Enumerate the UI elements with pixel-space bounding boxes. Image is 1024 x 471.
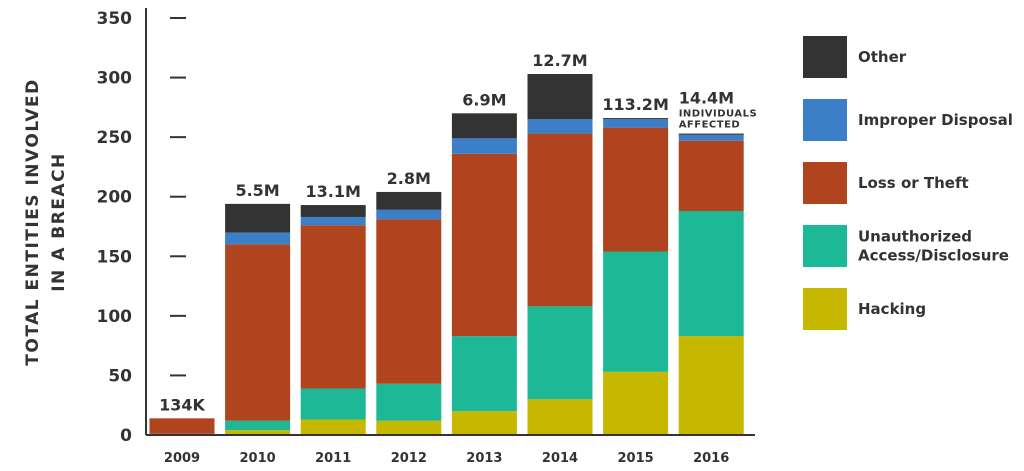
bar-segment-hacking [527,399,593,435]
bar-segment-unauthorized-access-disclosure [451,336,517,412]
x-tick-label: 2009 [164,451,200,466]
y-tick-label: 250 [97,128,133,148]
x-tick-label: 2010 [240,451,276,466]
bar-note-line: AFFECTED [679,120,741,131]
bar-total-label: 113.2M [602,95,669,114]
y-axis-ticks: 0 50 100 150 200 250 300 350 [97,9,186,446]
bar-segment-loss-or-theft [376,219,442,384]
bar-segment-loss-or-theft [225,244,291,421]
bar-segment-hacking [376,420,442,435]
legend-label-hacking: Hacking [858,300,926,318]
bar-segment-improper-disposal [225,232,291,245]
x-tick-label: 2012 [391,451,427,466]
bar-segment-loss-or-theft [300,225,366,389]
legend-swatch-loss-or-theft [803,162,847,204]
y-tick-label: 350 [97,9,133,29]
bar-segment-unauthorized-access-disclosure [527,306,593,400]
bar-segment-other [603,118,669,120]
x-tick-label: 2015 [618,451,654,466]
bar-segment-hacking [451,411,517,435]
bar-segment-loss-or-theft [527,133,593,307]
bar-segment-improper-disposal [451,138,517,154]
bar-segment-other [527,73,593,120]
bar-segment-improper-disposal [603,119,669,128]
bar-segment-unauthorized-access-disclosure [376,383,442,421]
legend-label-unauthorized-access-disclosure: Unauthorized [858,228,972,246]
bar-note-line: INDIVIDUALS [679,109,758,120]
y-tick-label: 100 [97,307,133,327]
bar-segment-improper-disposal [300,216,366,226]
bar-total-label: 5.5M [235,181,279,200]
y-axis-title-line-2: IN A BREACH [49,152,69,292]
y-axis-title: TOTAL ENTITIES INVOLVED IN A BREACH [23,78,69,365]
bar-segment-loss-or-theft [603,127,669,252]
bar-segment-loss-or-theft [149,418,215,434]
bar-segment-other [225,203,291,233]
legend-swatch-hacking [803,288,847,330]
bars [149,73,744,435]
x-tick-label: 2016 [693,451,729,466]
bar-segment-loss-or-theft [678,140,744,212]
axes [145,8,755,436]
legend-swatch-other [803,36,847,78]
legend-swatch-improper-disposal [803,99,847,141]
legend-label-improper-disposal: Improper Disposal [858,111,1013,129]
bar-segment-other [300,205,366,217]
bar-total-label: 14.4M [679,89,734,108]
x-axis-ticks: 2009 2010 2011 2012 2013 2014 2015 2016 [164,451,729,466]
x-tick-label: 2013 [466,451,502,466]
y-axis-title-line-1: TOTAL ENTITIES INVOLVED [23,78,43,365]
y-tick-label: 150 [97,247,133,267]
legend-label-other: Other [858,48,907,66]
bar-segment-unauthorized-access-disclosure [225,420,291,431]
legend-swatch-unauthorized-access-disclosure [803,225,847,267]
bar-segment-unauthorized-access-disclosure [678,211,744,337]
bar-segment-improper-disposal [376,209,442,220]
bar-segment-unauthorized-access-disclosure [300,388,366,420]
bar-total-label: 134K [159,395,205,414]
y-tick-label: 300 [97,69,133,89]
legend-label-unauthorized-access-disclosure: Access/Disclosure [858,247,1009,265]
bar-segment-hacking [603,371,669,435]
bar-segment-other [376,191,442,210]
bar-segment-loss-or-theft [451,153,517,337]
x-tick-label: 2011 [315,451,351,466]
bar-total-label: 2.8M [387,169,431,188]
bar-segment-other [678,133,744,135]
bar-total-label: 13.1M [305,182,360,201]
bar-total-labels: 134K 5.5M 13.1M 2.8M 6.9M 12.7M 113.2M 14.4MIND… [159,51,757,414]
bar-segment-hacking [678,336,744,435]
y-tick-label: 200 [97,188,133,208]
bar-segment-improper-disposal [678,134,744,141]
bar-segment-unauthorized-access-disclosure [603,251,669,372]
bar-total-label: 6.9M [462,90,506,109]
bar-total-label: 12.7M [532,51,587,70]
legend: Other Improper Disposal Loss or Theft Unaut… [803,36,1013,330]
bar-segment-hacking [300,419,366,435]
bar-segment-hacking [225,430,291,435]
legend-label-loss-or-theft: Loss or Theft [858,174,969,192]
x-tick-label: 2014 [542,451,578,466]
bar-segment-improper-disposal [527,119,593,134]
y-tick-label: 0 [120,426,132,446]
y-tick-label: 50 [108,366,132,386]
bar-segment-other [451,113,517,139]
